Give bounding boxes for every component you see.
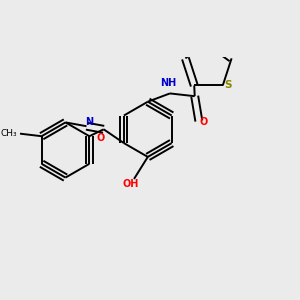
Text: OH: OH bbox=[122, 179, 138, 189]
Text: CH₃: CH₃ bbox=[0, 129, 17, 138]
Text: O: O bbox=[96, 133, 104, 142]
Text: NH: NH bbox=[160, 78, 176, 88]
Text: O: O bbox=[199, 118, 207, 128]
Text: S: S bbox=[224, 80, 232, 91]
Text: N: N bbox=[85, 117, 93, 127]
